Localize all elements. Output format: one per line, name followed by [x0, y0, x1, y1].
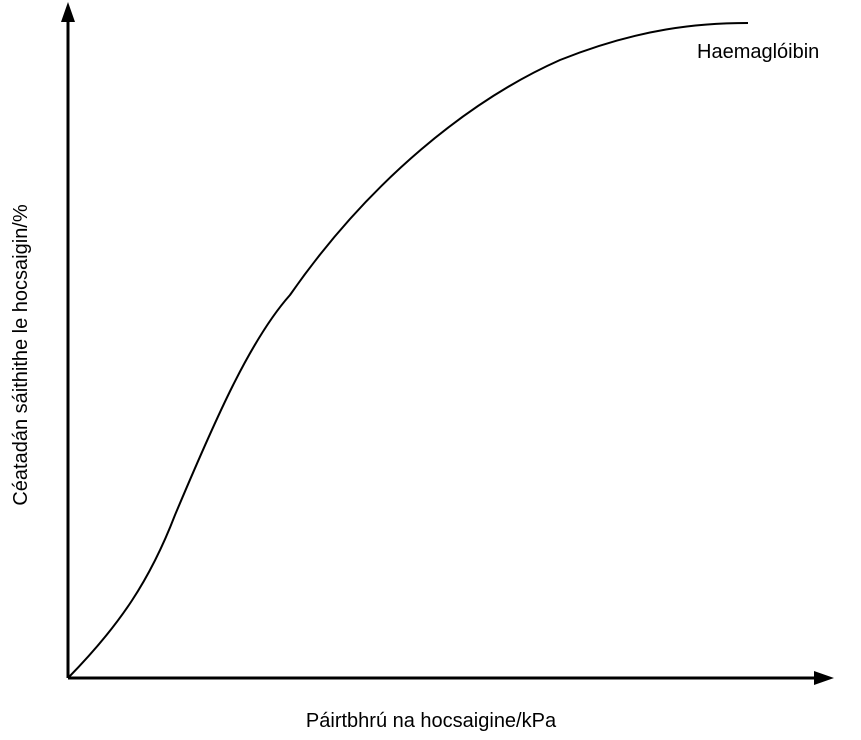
x-axis-label: Páirtbhrú na hocsaigine/kPa	[306, 710, 557, 732]
y-axis-label: Céatadán sáithithe le hocsaigin/%	[10, 204, 32, 506]
curve-label: Haemaglóibin	[697, 41, 819, 63]
x-axis-arrow	[814, 671, 834, 685]
y-axis-arrow	[61, 2, 75, 22]
curve	[67, 22, 749, 679]
